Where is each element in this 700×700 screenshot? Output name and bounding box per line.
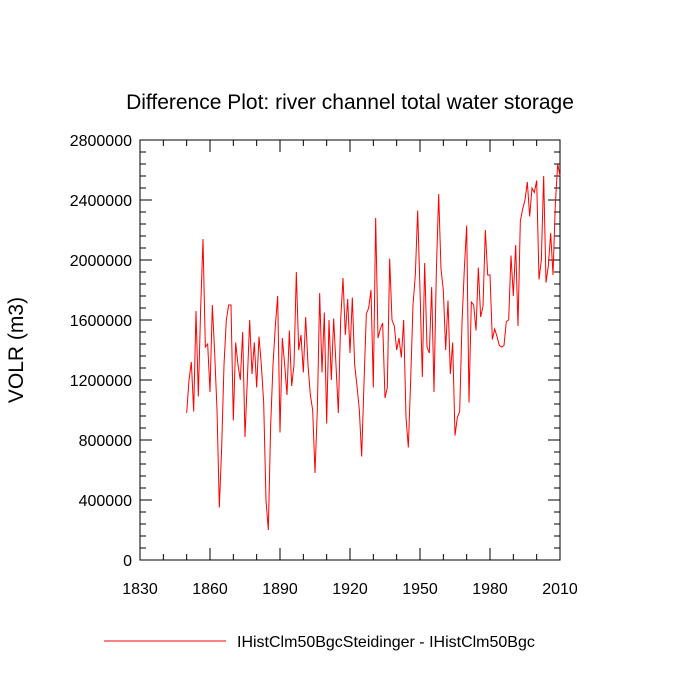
y-axis-tick-labels: 0 400000 800000 1200000 1600000 2000000 240000… — [70, 133, 132, 570]
x-tick-label: 1950 — [402, 581, 438, 598]
y-tick-label: 0 — [123, 553, 132, 570]
x-tick-label: 1980 — [472, 581, 508, 598]
y-axis-ticks — [140, 139, 560, 561]
series-group — [186, 163, 561, 531]
y-tick-label: 2000000 — [70, 253, 132, 270]
x-tick-label: 2010 — [542, 581, 578, 598]
x-tick-label: 1890 — [262, 581, 298, 598]
y-tick-label: 1600000 — [70, 313, 132, 330]
y-axis-label: VOLR (m3) — [5, 297, 28, 403]
y-tick-label: 2400000 — [70, 193, 132, 210]
y-tick-label: 800000 — [79, 433, 132, 450]
series-line-0 — [186, 163, 561, 531]
x-tick-label: 1920 — [332, 581, 368, 598]
legend-label: IHistClm50BgcSteidinger - IHistClm50Bgc — [237, 634, 535, 651]
x-tick-label: 1860 — [192, 581, 228, 598]
y-tick-label: 400000 — [79, 493, 132, 510]
x-axis-tick-labels: 1830 1860 1890 1920 1950 1980 2010 — [122, 581, 578, 598]
y-tick-label: 2800000 — [70, 133, 132, 150]
plot-area: 1830 1860 1890 1920 1950 1980 2010 0 400000 8000… — [70, 133, 578, 598]
legend: IHistClm50BgcSteidinger - IHistClm50Bgc — [104, 634, 535, 651]
chart-title: Difference Plot: river channel total wat… — [126, 91, 574, 114]
x-tick-label: 1830 — [122, 581, 158, 598]
x-axis-ticks — [139, 140, 561, 560]
y-tick-label: 1200000 — [70, 373, 132, 390]
